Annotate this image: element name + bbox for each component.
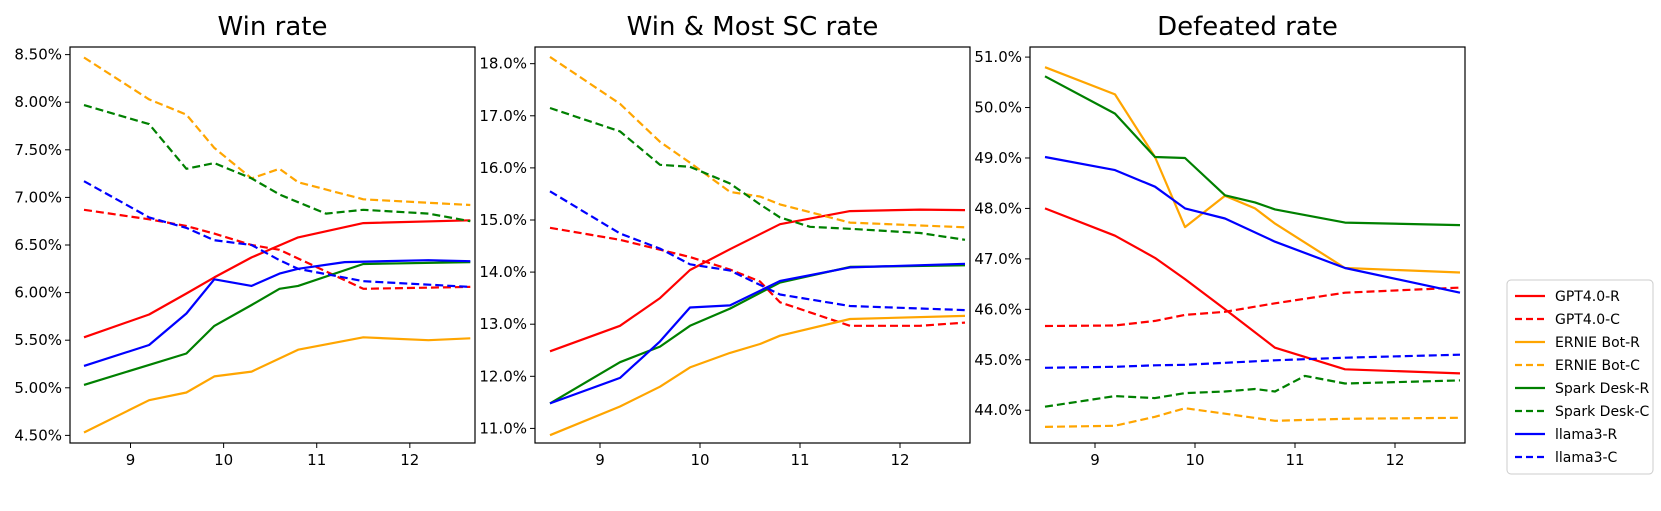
legend-label-gpt4-0-c: GPT4.0-C [1555,312,1620,328]
x-tick-label: 11 [307,451,326,469]
y-tick-label: 6.50% [14,236,62,254]
series-line-gpt4-0-c [549,226,966,327]
x-tick-label: 12 [1385,451,1404,469]
y-tick-label: 12.0% [479,367,527,385]
x-tick-label: 12 [400,451,419,469]
legend-label-spark-desk-c: Spark Desk-C [1555,404,1650,420]
plot-frame [1029,46,1466,444]
series-line-gpt4-0-r [1044,207,1461,375]
plot-frame [69,46,476,444]
series-line-spark-desk-c [549,106,966,241]
chart-title: Win & Most SC rate [627,12,879,42]
y-tick-label: 5.50% [14,331,62,349]
series-line-ernie-bot-c [1044,407,1461,428]
x-tick-label: 10 [214,451,233,469]
series-line-spark-desk-r [1044,75,1461,227]
y-tick-label: 48.0% [974,199,1022,217]
y-tick-label: 5.00% [14,379,62,397]
y-tick-label: 11.0% [479,419,527,437]
x-tick-label: 10 [1185,451,1204,469]
series-line-spark-desk-r [83,261,471,386]
legend-label-spark-desk-r: Spark Desk-R [1555,381,1650,397]
y-tick-label: 4.50% [14,426,62,444]
x-tick-label: 9 [1090,451,1100,469]
series-line-ernie-bot-r [83,336,471,434]
series-line-llama3-r [1044,155,1461,294]
y-tick-label: 17.0% [479,107,527,125]
legend: GPT4.0-R GPT4.0-C ERNIE Bot-R ERNIE Bot-C Sp… [1506,279,1654,475]
y-tick-label: 18.0% [479,55,527,73]
series-line-ernie-bot-r [549,314,966,437]
chart-panel-win-most-sc-rate: Win & Most SC rate 9 10 11 12 11.0% 12.0% 13.0%… [479,12,971,469]
y-tick-label: 16.0% [479,159,527,177]
series-line-gpt4-0-c [1044,286,1461,328]
y-tick-label: 8.50% [14,46,62,64]
y-tick-label: 51.0% [974,48,1022,66]
plot-frame [534,46,971,444]
x-tick-label: 11 [790,451,809,469]
y-tick-label: 6.00% [14,284,62,302]
series-line-gpt4-0-r [549,208,966,353]
series-line-llama3-c [1044,353,1461,369]
x-tick-label: 11 [1285,451,1304,469]
y-tick-label: 7.50% [14,141,62,159]
x-tick-label: 9 [126,451,136,469]
legend-label-llama3-c: llama3-C [1555,450,1618,466]
series-line-spark-desk-r [549,264,966,405]
chart-panel-win-rate: Win rate 9 10 11 12 4.50% 5.00% 5.50% 6.00% 6.50%… [14,12,476,469]
chart-title: Win rate [218,12,328,42]
y-tick-label: 13.0% [479,315,527,333]
chart-title: Defeated rate [1157,12,1338,42]
y-tick-label: 14.0% [479,263,527,281]
y-tick-label: 45.0% [974,351,1022,369]
y-tick-label: 15.0% [479,211,527,229]
series-line-gpt4-0-c [83,208,471,290]
series-line-llama3-r [83,259,471,367]
x-tick-label: 10 [690,451,709,469]
series-line-llama3-c [549,190,966,312]
x-tick-label: 12 [890,451,909,469]
y-tick-label: 7.00% [14,188,62,206]
legend-label-llama3-r: llama3-R [1555,427,1618,443]
series-line-llama3-r [549,262,966,405]
series-line-gpt4-0-r [83,219,471,339]
y-tick-label: 46.0% [974,300,1022,318]
x-tick-label: 9 [595,451,605,469]
y-tick-label: 8.00% [14,93,62,111]
series-line-ernie-bot-c [83,56,471,207]
series-line-spark-desk-c [83,104,471,223]
legend-box [1506,279,1654,475]
series-line-ernie-bot-r [1044,66,1461,274]
y-tick-label: 47.0% [974,250,1022,268]
series-line-ernie-bot-c [549,55,966,229]
series-line-spark-desk-c [1044,374,1461,408]
y-tick-label: 44.0% [974,401,1022,419]
y-tick-label: 50.0% [974,99,1022,117]
y-tick-label: 49.0% [974,149,1022,167]
legend-label-ernie-bot-c: ERNIE Bot-C [1555,358,1640,374]
series-line-llama3-c [83,180,471,288]
chart-panel-defeated-rate: Defeated rate 9 10 11 12 44.0% 45.0% 46.0% 47.0%… [974,12,1466,469]
legend-label-ernie-bot-r: ERNIE Bot-R [1555,335,1640,351]
legend-label-gpt4-0-r: GPT4.0-R [1555,289,1620,305]
